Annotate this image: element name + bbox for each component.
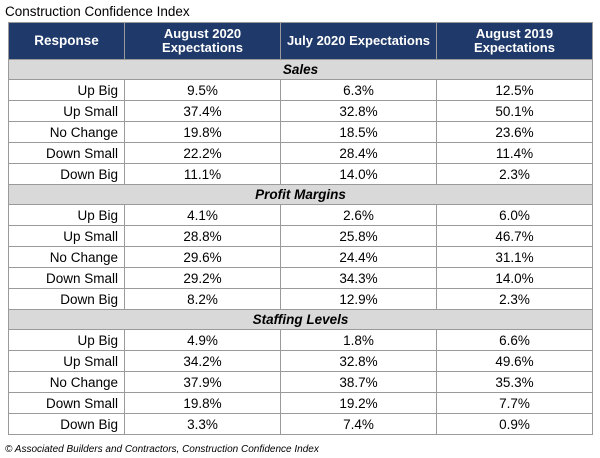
confidence-table: Response August 2020 Expectations July 2… (8, 22, 593, 435)
section-title: Profit Margins (8, 184, 593, 205)
value-cell: 2.3% (436, 163, 593, 185)
section-row: Staffing Levels (8, 309, 593, 330)
value-cell: 34.3% (280, 267, 437, 289)
value-cell: 35.3% (436, 371, 593, 393)
table-row: Up Small 37.4% 32.8% 50.1% (8, 100, 593, 122)
value-cell: 14.0% (436, 267, 593, 289)
value-cell: 14.0% (280, 163, 437, 185)
table-row: Up Big 4.1% 2.6% 6.0% (8, 204, 593, 226)
value-cell: 2.3% (436, 288, 593, 310)
value-cell: 4.1% (124, 204, 281, 226)
value-cell: 6.6% (436, 329, 593, 351)
value-cell: 2.6% (280, 204, 437, 226)
response-label: Down Big (8, 413, 125, 435)
table-row: Up Big 9.5% 6.3% 12.5% (8, 79, 593, 101)
value-cell: 6.3% (280, 79, 437, 101)
table-row: Down Small 19.8% 19.2% 7.7% (8, 392, 593, 414)
section-title: Sales (8, 59, 593, 80)
source-footnote: © Associated Builders and Contractors, C… (5, 444, 319, 455)
value-cell: 12.5% (436, 79, 593, 101)
table-body: Sales Up Big 9.5% 6.3% 12.5% Up Small 37.4% 32.… (8, 59, 593, 435)
response-label: No Change (8, 246, 125, 268)
response-label: No Change (8, 371, 125, 393)
table-row: No Change 37.9% 38.7% 35.3% (8, 371, 593, 393)
value-cell: 7.4% (280, 413, 437, 435)
response-label: Up Big (8, 329, 125, 351)
value-cell: 29.2% (124, 267, 281, 289)
value-cell: 18.5% (280, 121, 437, 143)
table-row: Up Small 34.2% 32.8% 49.6% (8, 350, 593, 372)
value-cell: 31.1% (436, 246, 593, 268)
column-header: August 2020 Expectations (124, 22, 281, 60)
value-cell: 25.8% (280, 225, 437, 247)
table-row: Down Small 22.2% 28.4% 11.4% (8, 142, 593, 164)
value-cell: 3.3% (124, 413, 281, 435)
value-cell: 11.1% (124, 163, 281, 185)
value-cell: 0.9% (436, 413, 593, 435)
value-cell: 34.2% (124, 350, 281, 372)
value-cell: 28.8% (124, 225, 281, 247)
response-label: Down Small (8, 267, 125, 289)
value-cell: 11.4% (436, 142, 593, 164)
response-label: Up Small (8, 350, 125, 372)
response-label: Up Small (8, 100, 125, 122)
response-label: Up Big (8, 79, 125, 101)
value-cell: 4.9% (124, 329, 281, 351)
section-row: Sales (8, 59, 593, 80)
value-cell: 24.4% (280, 246, 437, 268)
value-cell: 9.5% (124, 79, 281, 101)
response-label: Up Big (8, 204, 125, 226)
value-cell: 1.8% (280, 329, 437, 351)
value-cell: 7.7% (436, 392, 593, 414)
table-row: Up Big 4.9% 1.8% 6.6% (8, 329, 593, 351)
value-cell: 19.8% (124, 121, 281, 143)
value-cell: 37.4% (124, 100, 281, 122)
response-label: Down Small (8, 142, 125, 164)
table-row: Down Big 11.1% 14.0% 2.3% (8, 163, 593, 185)
column-header: August 2019 Expectations (436, 22, 593, 60)
table-row: Up Small 28.8% 25.8% 46.7% (8, 225, 593, 247)
value-cell: 38.7% (280, 371, 437, 393)
value-cell: 49.6% (436, 350, 593, 372)
response-label: Down Big (8, 288, 125, 310)
response-label: Down Big (8, 163, 125, 185)
value-cell: 50.1% (436, 100, 593, 122)
value-cell: 19.2% (280, 392, 437, 414)
value-cell: 29.6% (124, 246, 281, 268)
value-cell: 23.6% (436, 121, 593, 143)
value-cell: 32.8% (280, 350, 437, 372)
header-row: Response August 2020 Expectations July 2… (8, 22, 593, 60)
table-row: No Change 19.8% 18.5% 23.6% (8, 121, 593, 143)
section-row: Profit Margins (8, 184, 593, 205)
value-cell: 6.0% (436, 204, 593, 226)
value-cell: 22.2% (124, 142, 281, 164)
value-cell: 28.4% (280, 142, 437, 164)
value-cell: 12.9% (280, 288, 437, 310)
table-row: Down Small 29.2% 34.3% 14.0% (8, 267, 593, 289)
response-label: No Change (8, 121, 125, 143)
column-header: Response (8, 22, 125, 60)
value-cell: 46.7% (436, 225, 593, 247)
value-cell: 19.8% (124, 392, 281, 414)
section-title: Staffing Levels (8, 309, 593, 330)
table-row: Down Big 3.3% 7.4% 0.9% (8, 413, 593, 435)
chart-title: Construction Confidence Index (5, 4, 190, 19)
value-cell: 8.2% (124, 288, 281, 310)
response-label: Up Small (8, 225, 125, 247)
table-row: No Change 29.6% 24.4% 31.1% (8, 246, 593, 268)
table-row: Down Big 8.2% 12.9% 2.3% (8, 288, 593, 310)
response-label: Down Small (8, 392, 125, 414)
column-header: July 2020 Expectations (280, 22, 437, 60)
value-cell: 37.9% (124, 371, 281, 393)
value-cell: 32.8% (280, 100, 437, 122)
